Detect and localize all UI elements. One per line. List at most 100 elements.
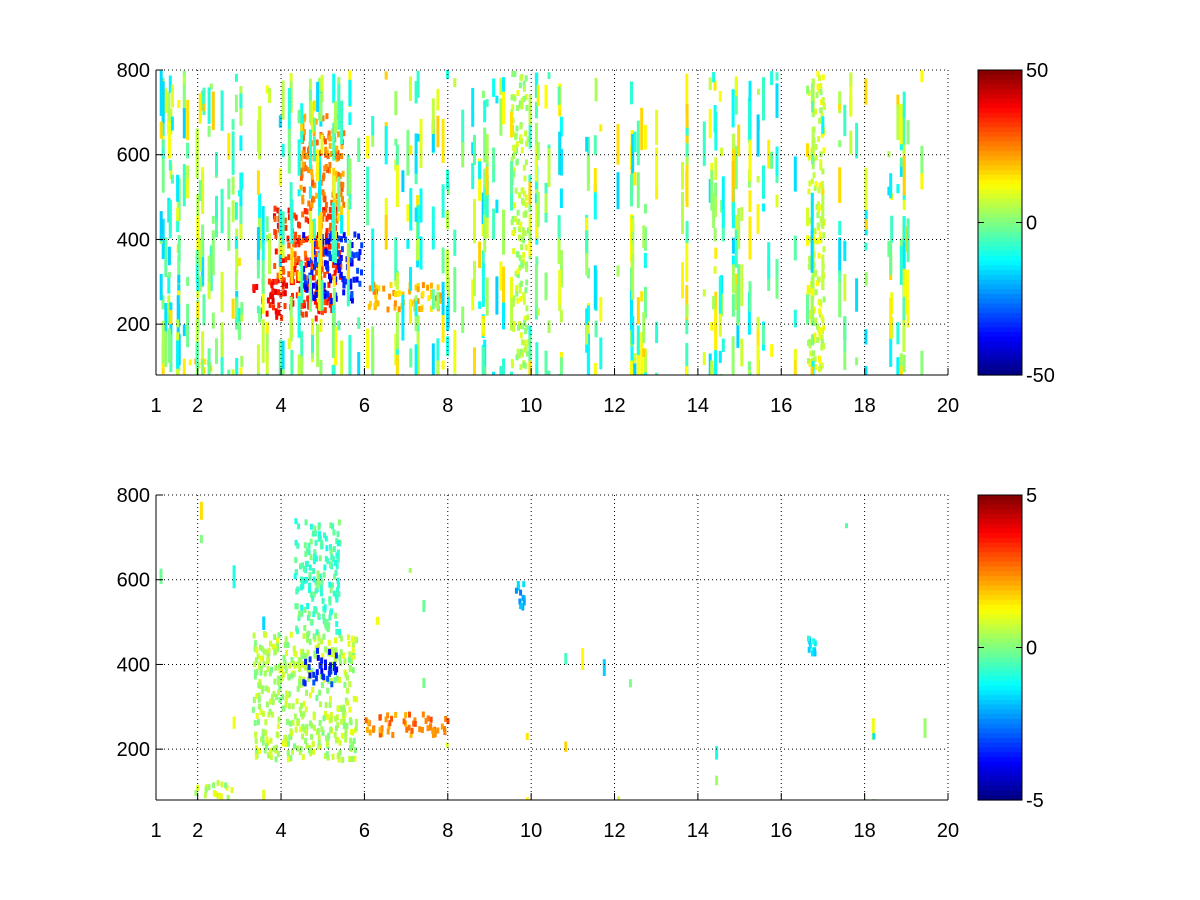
heatmap-cell-bg [616, 172, 620, 210]
heatmap-cell-f0 [296, 720, 300, 727]
heatmap-cell-bg [159, 568, 163, 584]
heatmap-cell-f1 [339, 263, 343, 270]
heatmap-cell-bg [734, 229, 738, 268]
heatmap-cell-f0 [257, 747, 261, 754]
colorbar-step [978, 642, 1022, 649]
heatmap-cell-f0 [323, 299, 327, 306]
heatmap-cell-f1 [301, 562, 305, 569]
colorbar-step [978, 217, 1022, 224]
colorbar-step [978, 504, 1022, 510]
heatmap-cell-bg [409, 267, 412, 291]
heatmap-cell-bg [409, 145, 413, 155]
heatmap-cell-f6 [521, 187, 525, 194]
heatmap-cell-bg [718, 276, 722, 314]
heatmap-cell-bg [220, 271, 224, 313]
heatmap-cell-f6 [518, 192, 521, 199]
heatmap-cell-bg [714, 157, 718, 180]
heatmap-cell-f7 [821, 317, 825, 324]
heatmap-cell-bg [714, 195, 718, 218]
plot-area [156, 70, 948, 375]
heatmap-cell-f3 [304, 280, 307, 287]
heatmap-cell-f1 [286, 235, 290, 242]
heatmap-cell-f0 [283, 303, 287, 309]
heatmap-cell-f0 [348, 656, 351, 663]
heatmap-cell-f2 [323, 138, 327, 145]
heatmap-cell-bg [767, 242, 771, 280]
colorbar-step [978, 274, 1022, 281]
heatmap-cell-bg [481, 263, 485, 307]
heatmap-cell-f0 [344, 727, 348, 734]
heatmap-cell-bg [416, 372, 420, 375]
heatmap-cell-bg [202, 87, 206, 115]
heatmap-cell-bg [655, 185, 659, 200]
colorbar-step [978, 580, 1022, 587]
heatmap-cell-bg [196, 215, 200, 260]
heatmap-cell-f3 [340, 236, 343, 243]
heatmap-cell-f1 [329, 548, 333, 555]
heatmap-cell-bg [209, 247, 213, 291]
heatmap-cell-bg [685, 366, 689, 375]
heatmap-cell-f3 [303, 274, 307, 281]
heatmap-cell-f0 [323, 307, 327, 314]
heatmap-cell-f0 [334, 647, 338, 654]
heatmap-cell-f7 [810, 178, 814, 185]
heatmap-cell-f5 [519, 589, 523, 596]
heatmap-cell-bg [593, 363, 597, 375]
heatmap-cell-bg [510, 295, 513, 331]
heatmap-cell-bg [297, 139, 301, 176]
heatmap-cell-f6 [519, 364, 523, 370]
heatmap-cell-f7 [822, 296, 826, 303]
colorbar-step [978, 576, 1022, 582]
colorbar-step [978, 795, 1022, 801]
heatmap-cell-f7 [821, 168, 825, 175]
heatmap-cell-bg [748, 139, 752, 181]
heatmap-cell-bg [237, 321, 241, 341]
heatmap-cell-bg [905, 269, 909, 314]
heatmap-cell-bg [734, 79, 738, 115]
heatmap-cell-f0 [265, 310, 269, 317]
heatmap-cell-f1 [319, 573, 323, 580]
heatmap-cell-f0 [299, 726, 303, 733]
heatmap-cell-f1 [292, 212, 296, 219]
heatmap-cell-bg [558, 270, 562, 305]
heatmap-cell-f0 [342, 652, 346, 659]
heatmap-cell-f0 [283, 734, 287, 741]
heatmap-cell-f2 [341, 181, 345, 188]
heatmap-cell-f6 [518, 82, 522, 89]
heatmap-cell-f1 [328, 581, 332, 588]
heatmap-cell-f2 [334, 652, 338, 659]
heatmap-cell-bg [643, 124, 647, 150]
heatmap-cell-f6 [523, 315, 527, 322]
heatmap-cell-f1 [294, 231, 298, 238]
heatmap-cell-f3 [378, 727, 382, 734]
heatmap-cell-f3 [402, 718, 406, 725]
heatmap-cell-bg [161, 140, 165, 148]
heatmap-cell-f0 [312, 274, 316, 281]
heatmap-cell-f1 [333, 573, 337, 580]
heatmap-cell-f6 [522, 199, 526, 206]
heatmap-cell-f7 [821, 97, 825, 103]
heatmap-cell-f0 [271, 694, 275, 700]
heatmap-cell-f6 [510, 94, 514, 101]
heatmap-cell-bg [855, 278, 859, 312]
heatmap-cell-bg [544, 272, 548, 301]
heatmap-cell-bg [220, 360, 224, 375]
heatmap-cell-f0 [332, 651, 336, 658]
heatmap-cell-f0 [342, 710, 346, 717]
heatmap-cell-f0 [271, 287, 275, 294]
heatmap-cell-bg [478, 161, 482, 180]
heatmap-cell-f6 [525, 140, 529, 147]
heatmap-cell-bg [793, 348, 797, 361]
heatmap-cell-f1 [303, 625, 307, 631]
heatmap-cell-bg [239, 223, 243, 240]
heatmap-cell-f6 [523, 175, 527, 182]
heatmap-cell-bg [748, 216, 752, 260]
heatmap-cell-f0 [267, 686, 270, 693]
colorbar-step [978, 260, 1022, 266]
heatmap-cell-f3 [431, 727, 435, 734]
heatmap-cell-f0 [327, 732, 331, 739]
heatmap-cell-f3 [313, 295, 316, 301]
colorbar-step [978, 79, 1022, 85]
heatmap-cell-bg [481, 346, 485, 375]
heatmap-cell-f0 [318, 689, 321, 696]
